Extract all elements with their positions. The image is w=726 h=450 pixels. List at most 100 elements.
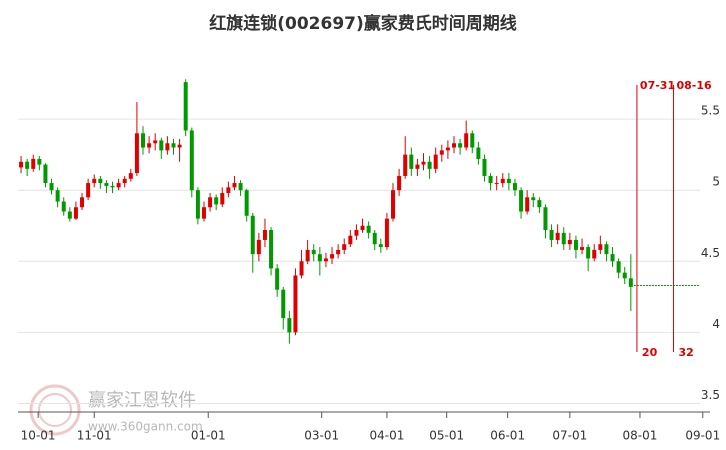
candle-body	[378, 244, 383, 248]
candle-body	[323, 258, 328, 262]
candle-body	[311, 249, 316, 255]
candle-body	[360, 225, 365, 230]
candle-body	[561, 232, 566, 245]
x-tick-label: 03-01	[304, 429, 339, 443]
candle-body	[482, 158, 487, 176]
x-tick-label: 08-01	[623, 429, 658, 443]
candle-body	[458, 143, 463, 148]
candle-body	[506, 178, 511, 184]
candle-body	[348, 235, 353, 245]
candle-body	[476, 147, 481, 159]
y-tick-label: 3.5	[701, 388, 720, 402]
candle-body	[573, 239, 578, 250]
candle-body	[43, 164, 48, 184]
candle-body	[287, 318, 292, 333]
candle-body	[250, 215, 255, 255]
candle-body	[384, 218, 389, 248]
candle-body	[134, 133, 139, 174]
x-tick-label: 11-01	[77, 429, 112, 443]
candle-body	[226, 187, 231, 194]
candle-body	[141, 133, 146, 148]
candle-body	[92, 178, 97, 184]
candle-body	[19, 161, 24, 168]
candle-body	[433, 154, 438, 169]
x-tick-label: 10-01	[21, 429, 56, 443]
candle-body	[598, 244, 603, 250]
candle-body	[439, 150, 444, 155]
candle-body	[525, 197, 530, 212]
cycle-count: 20	[642, 346, 658, 359]
candle-body	[592, 249, 597, 259]
candle-body	[98, 178, 103, 184]
candle-body	[293, 275, 298, 333]
candle-body	[372, 232, 377, 245]
watermark-url: www.360gann.com	[88, 420, 203, 434]
candle-body	[403, 154, 408, 176]
candle-body	[183, 82, 188, 131]
y-tick-label: 5.5	[701, 104, 720, 118]
candle-body	[427, 161, 432, 169]
candle-body	[451, 143, 456, 148]
candle-body	[232, 183, 237, 188]
candle-body	[128, 173, 133, 179]
candle-body	[610, 254, 615, 262]
x-tick-label: 04-01	[369, 429, 404, 443]
candle-body	[555, 232, 560, 240]
candle-body	[464, 133, 469, 148]
candle-body	[567, 239, 572, 245]
candle-body	[177, 144, 182, 148]
candle-body	[153, 140, 158, 144]
candle-body	[214, 197, 219, 205]
candle-body	[537, 200, 542, 208]
x-tick-label: 01-01	[191, 429, 226, 443]
candle-body	[336, 249, 341, 255]
candle-body	[116, 183, 121, 188]
candle-body	[519, 190, 524, 212]
candle-body	[86, 183, 91, 198]
candle-body	[73, 207, 78, 219]
cycle-date: 08-16	[677, 79, 713, 92]
candle-body	[580, 247, 585, 250]
candle-body	[104, 183, 109, 186]
candle-body	[415, 164, 420, 169]
candle-body	[305, 249, 310, 262]
candle-body	[195, 190, 200, 219]
candle-body	[25, 161, 30, 169]
candle-body	[275, 268, 280, 290]
candle-body	[220, 193, 225, 205]
candle-body	[201, 207, 206, 219]
candle-body	[238, 183, 243, 191]
candle-body	[189, 130, 194, 191]
candle-body	[628, 278, 633, 287]
candle-body	[110, 185, 115, 188]
candle-body	[299, 261, 304, 276]
candle-body	[171, 143, 176, 148]
candle-body	[470, 133, 475, 148]
chart-title: 红旗连锁(002697)赢家费氏时间周期线	[209, 13, 517, 34]
candle-body	[342, 244, 347, 250]
candle-body	[494, 183, 499, 185]
candle-body	[122, 178, 127, 184]
y-tick-label: 5	[712, 175, 720, 189]
candle-body	[281, 289, 286, 319]
candle-body	[244, 190, 249, 216]
x-tick-label: 09-01	[685, 429, 720, 443]
cycle-count: 32	[679, 346, 694, 359]
candle-body	[549, 230, 554, 240]
candle-body	[256, 239, 261, 255]
watermark: 赢家江恩软件	[88, 389, 196, 411]
cycle-date: 07-31	[640, 79, 675, 92]
candle-body	[317, 254, 322, 262]
candle-body	[354, 230, 359, 236]
x-tick-label: 05-01	[429, 429, 464, 443]
candle-body	[67, 211, 72, 219]
candle-body	[330, 254, 335, 259]
candle-body	[55, 190, 60, 202]
candle-body	[531, 197, 536, 201]
candle-body	[269, 230, 274, 269]
candle-body	[165, 143, 170, 151]
candle-body	[49, 183, 54, 191]
candle-body	[147, 143, 152, 148]
candle-body	[159, 140, 164, 151]
